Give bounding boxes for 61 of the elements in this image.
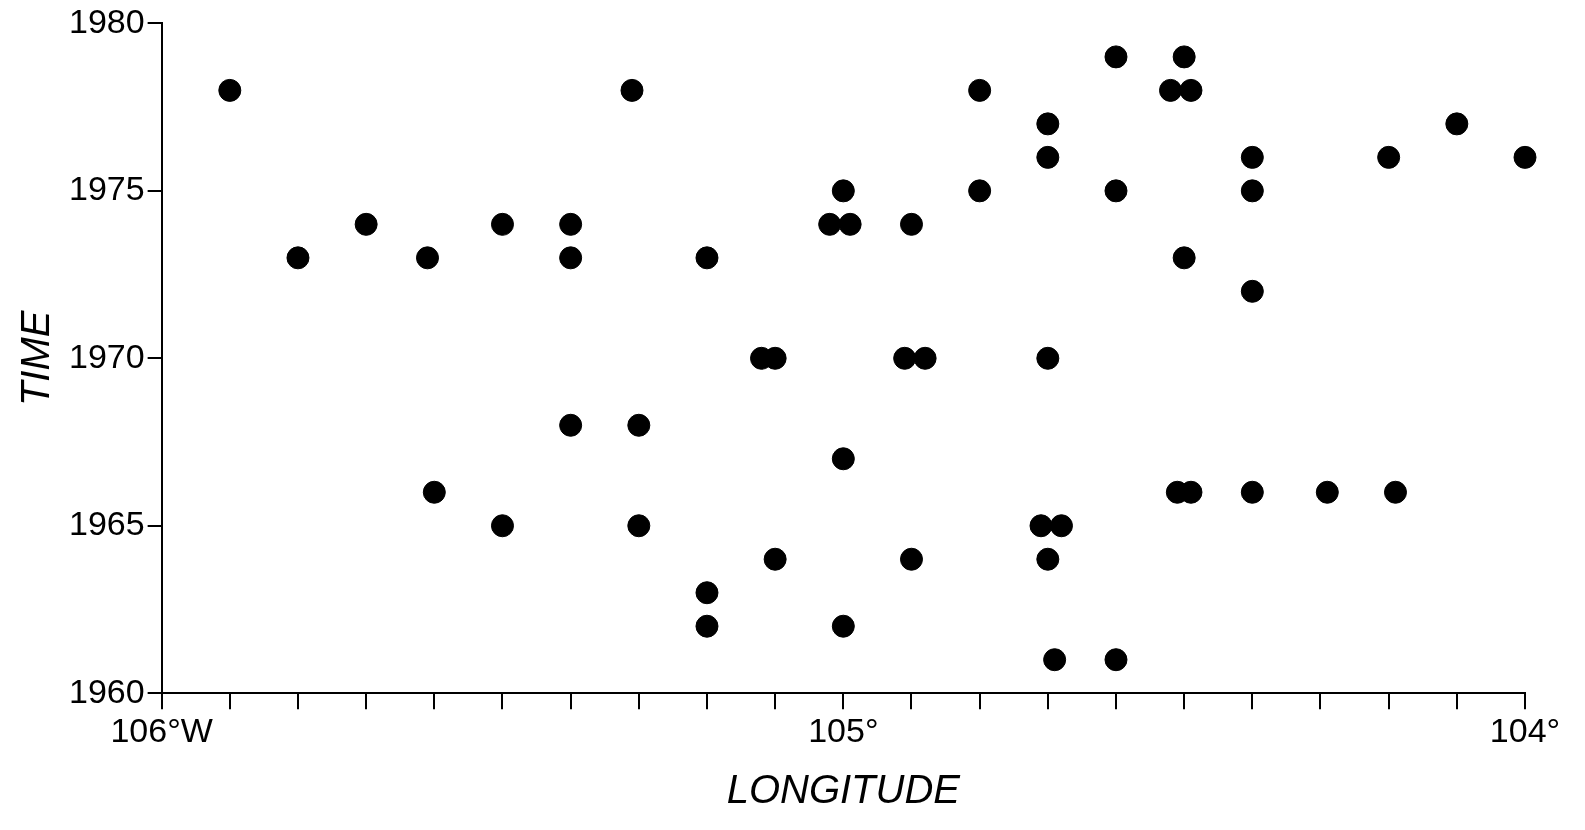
point	[559, 246, 583, 270]
y-tick-label: 1960	[69, 671, 145, 710]
x-tick-label: 105°	[808, 710, 879, 749]
point	[1513, 145, 1537, 169]
point	[763, 547, 787, 571]
point	[968, 179, 992, 203]
point	[415, 246, 439, 270]
x-axis-title: LONGITUDE	[726, 767, 962, 812]
point	[1172, 246, 1196, 270]
point	[831, 447, 855, 471]
point	[1043, 648, 1067, 672]
point	[1377, 145, 1401, 169]
point	[1240, 179, 1264, 203]
y-axis-title: TIME	[13, 309, 58, 407]
point	[1036, 112, 1060, 136]
point	[559, 413, 583, 437]
point	[1104, 179, 1128, 203]
point	[818, 212, 842, 236]
x-tick-label: 106°W	[110, 710, 213, 749]
point	[1036, 346, 1060, 370]
y-tick-label: 1965	[69, 504, 145, 543]
point	[899, 547, 923, 571]
point	[627, 514, 651, 538]
point	[627, 413, 651, 437]
point	[1159, 78, 1183, 102]
x-tick-label: 104°	[1489, 710, 1561, 749]
point	[490, 514, 514, 538]
point	[1036, 547, 1060, 571]
point	[1104, 648, 1128, 672]
point	[838, 212, 862, 236]
point	[695, 246, 719, 270]
point	[968, 78, 992, 102]
point	[422, 480, 446, 504]
point	[1179, 78, 1203, 102]
point	[218, 78, 242, 102]
point	[913, 346, 937, 370]
point	[1029, 514, 1053, 538]
point	[286, 246, 310, 270]
point	[1445, 112, 1469, 136]
point	[620, 78, 644, 102]
point	[831, 179, 855, 203]
y-tick-label: 1980	[69, 1, 145, 40]
point	[831, 614, 855, 638]
point	[1240, 480, 1264, 504]
point	[559, 212, 583, 236]
point	[490, 212, 514, 236]
point	[1104, 45, 1128, 69]
point	[1240, 145, 1264, 169]
point	[1315, 480, 1339, 504]
y-tick-label: 1970	[69, 336, 145, 375]
point	[695, 614, 719, 638]
point	[354, 212, 378, 236]
point	[1383, 480, 1407, 504]
point	[1049, 514, 1073, 538]
point	[1172, 45, 1196, 69]
y-tick-label: 1975	[69, 169, 145, 208]
point	[695, 581, 719, 605]
point	[1036, 145, 1060, 169]
point	[1240, 279, 1264, 303]
point	[899, 212, 923, 236]
point	[893, 346, 917, 370]
